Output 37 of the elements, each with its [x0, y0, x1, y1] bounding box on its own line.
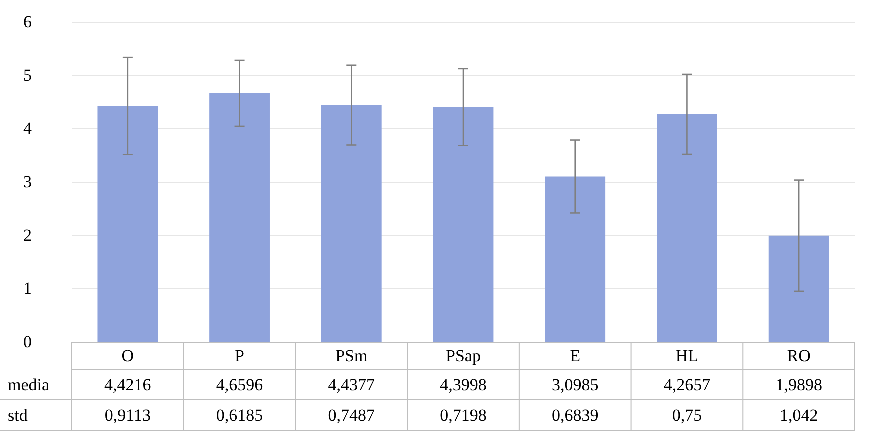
data-label: 4,4216 [104, 376, 152, 394]
data-label: 1,9898 [776, 376, 822, 394]
bar [657, 114, 718, 342]
bar [768, 236, 830, 342]
x-tick-label: O [122, 346, 134, 366]
x-tick-label: RO [787, 346, 811, 366]
y-tick-label: 5 [24, 66, 32, 85]
x-tick-label: E [570, 346, 581, 366]
bar [98, 106, 158, 342]
text: 0,75 [672, 406, 702, 425]
y-tick-label: 2 [24, 226, 32, 245]
bar [321, 105, 382, 342]
y-tick-label: 3 [24, 172, 32, 192]
x-tick-label: PSap [446, 346, 481, 366]
bar [210, 93, 270, 342]
data-label: 4,2657 [664, 376, 712, 394]
text: 1,042 [780, 406, 818, 425]
text: 0,6185 [216, 406, 264, 425]
bar [545, 176, 606, 342]
x-tick-label: P [235, 346, 245, 366]
text: std [8, 406, 28, 425]
bar [433, 107, 494, 342]
y-tick-label: 0 [24, 332, 32, 352]
data-label: 3,0985 [552, 376, 599, 394]
text: media [8, 376, 50, 394]
text: 0,7198 [440, 406, 487, 425]
y-tick-label: 1 [24, 279, 32, 298]
y-tick-label: 4 [24, 119, 32, 138]
text: 0,6839 [552, 406, 599, 425]
text: 0,7487 [328, 406, 376, 425]
data-label: 4,4377 [328, 376, 376, 394]
data-label: 4,6596 [216, 376, 264, 394]
data-label: 4,3998 [440, 376, 487, 394]
text: 0,9113 [104, 406, 151, 425]
y-tick-label: 6 [24, 12, 32, 32]
x-tick-label: HL [676, 346, 699, 366]
x-tick-label: PSm [336, 346, 368, 366]
